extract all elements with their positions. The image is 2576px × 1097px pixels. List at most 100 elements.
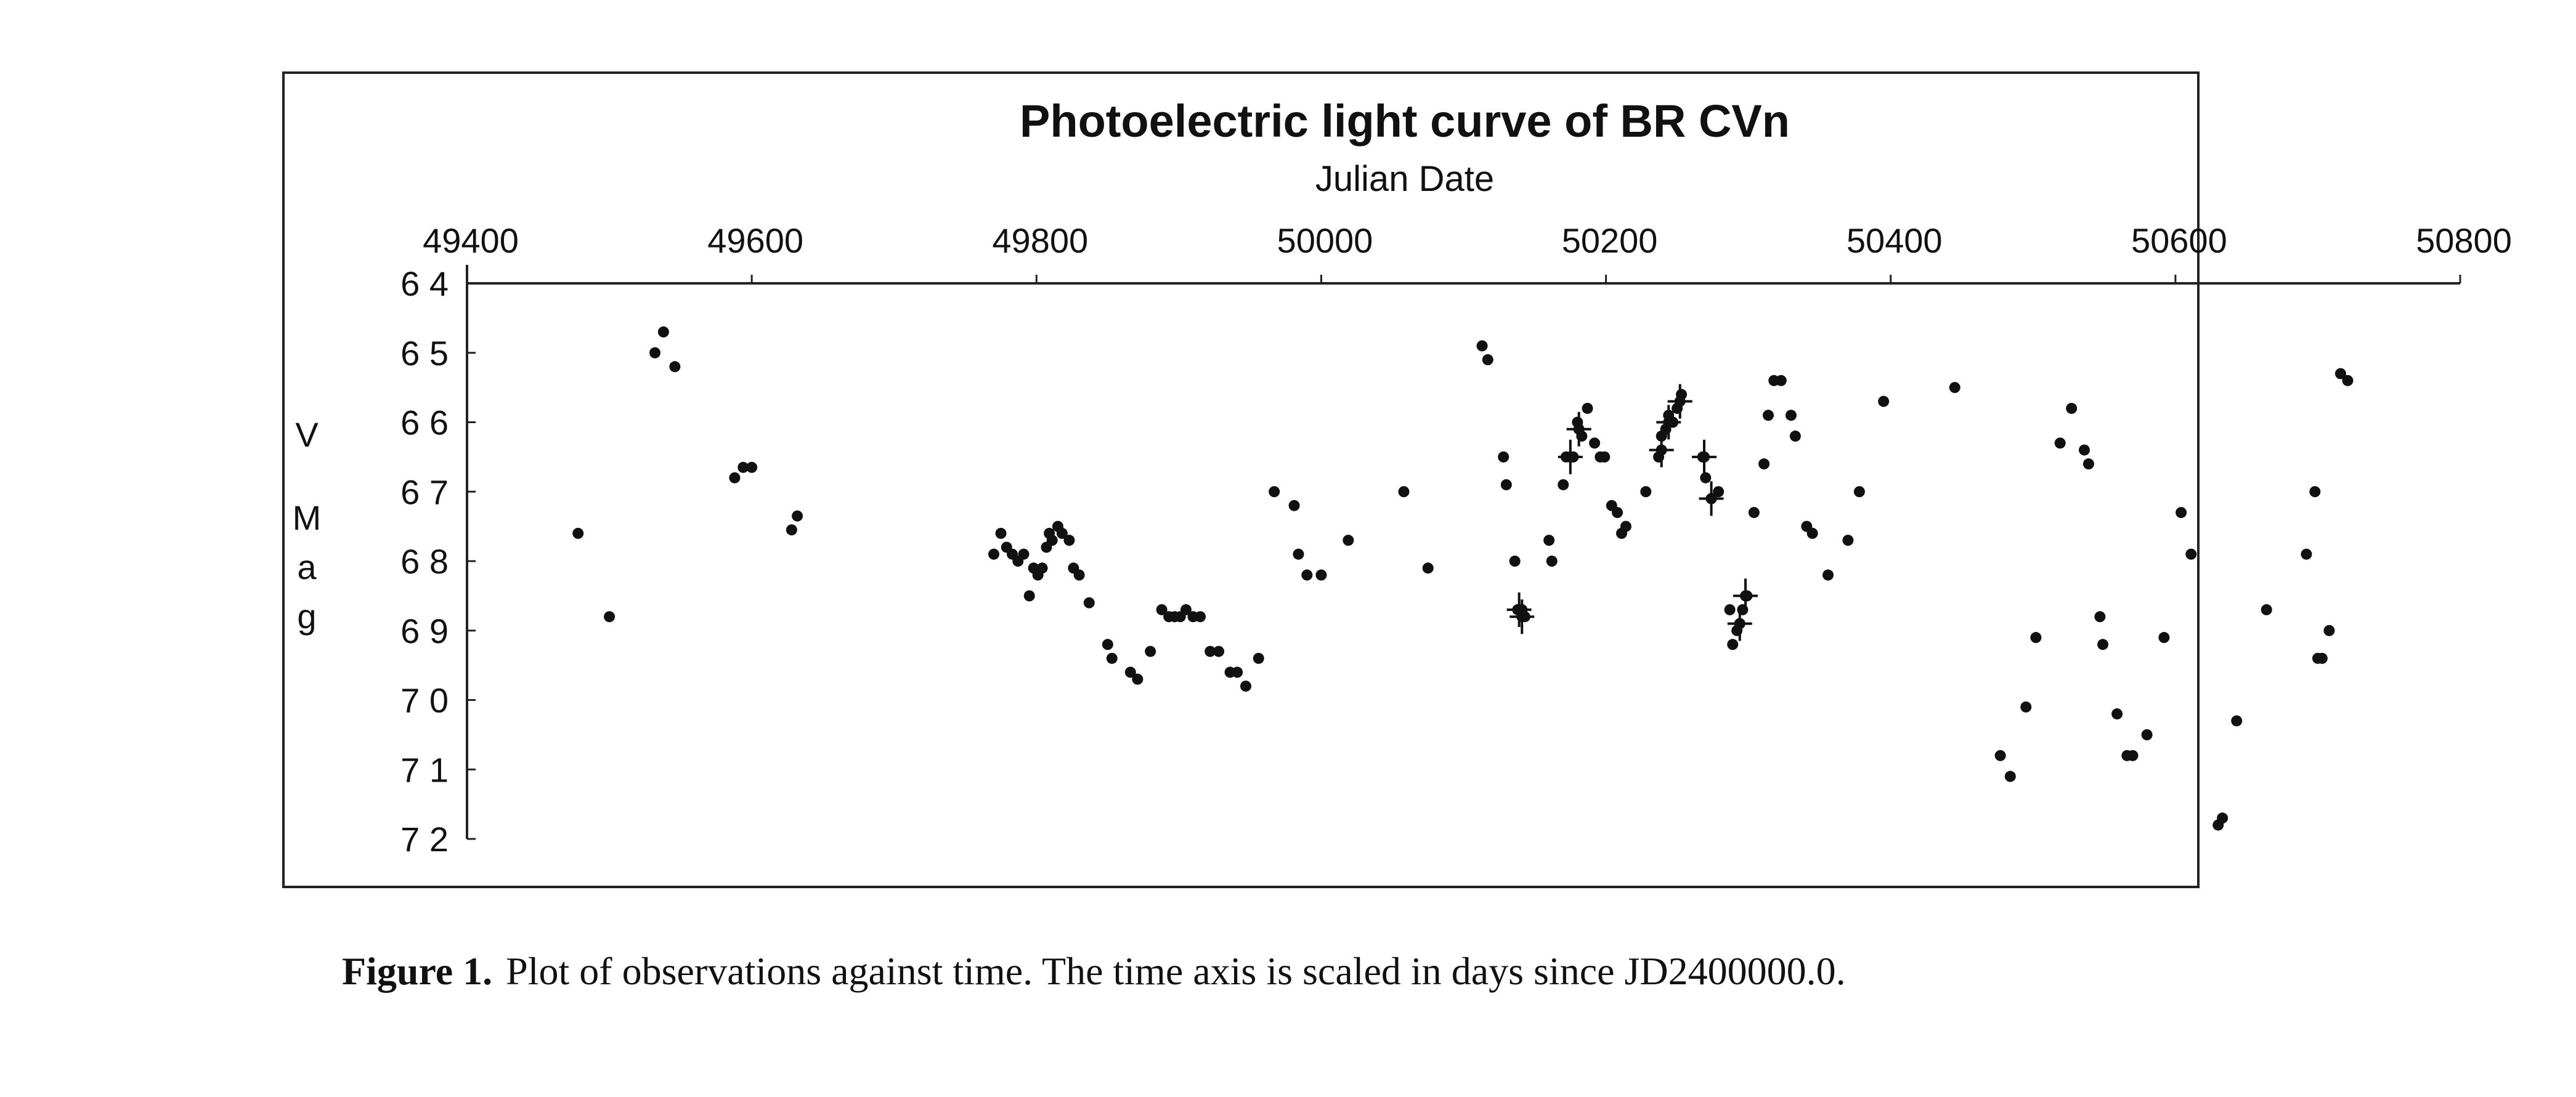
caption-text: Plot of observations against time. The t…: [506, 949, 1846, 993]
data-point: [1713, 486, 1725, 498]
data-point: [746, 461, 758, 473]
data-point: [1640, 486, 1652, 498]
y-axis-label-letter: a: [297, 548, 317, 586]
y-axis-label-letter: V: [295, 415, 319, 454]
x-axis-ticks: 49400 49600 49800 50000 50200 50400 50600 50800: [423, 221, 2512, 283]
error-bar-dot: [1663, 416, 1675, 428]
data-point: [1240, 680, 1251, 692]
x-tick-label: 49400: [423, 221, 519, 260]
y-tick-label: 7 2: [400, 820, 449, 859]
x-tick-label: 50400: [1847, 221, 1943, 260]
data-point: [1500, 479, 1512, 490]
error-bar-dot: [1705, 493, 1717, 504]
error-bar-dot: [1699, 451, 1710, 463]
error-bar-point: [1692, 439, 1717, 474]
figure-caption: Figure 1. Plot of observations against ti…: [342, 949, 1846, 994]
data-point: [988, 548, 999, 560]
data-point: [1145, 646, 1156, 657]
data-point: [2185, 548, 2197, 560]
data-point: [572, 527, 584, 539]
data-point: [1822, 569, 1834, 581]
data-point: [2111, 708, 2123, 720]
data-point: [1232, 666, 1243, 678]
x-tick-label: 49800: [992, 221, 1088, 260]
data-point: [729, 472, 741, 484]
y-tick-label: 6 8: [400, 542, 449, 581]
data-point: [2066, 402, 2078, 414]
data-point: [1748, 507, 1760, 519]
error-bar-point: [1727, 606, 1752, 641]
data-point: [1785, 410, 1797, 421]
data-point: [1018, 548, 1030, 560]
data-point: [2020, 701, 2032, 713]
data-point: [1063, 535, 1075, 546]
chart-frame: [282, 71, 2200, 888]
x-tick-label: 50600: [2131, 221, 2227, 260]
data-point: [1949, 382, 1960, 394]
data-point: [1205, 646, 1216, 657]
data-point: [1269, 486, 1280, 498]
data-point: [1806, 527, 1818, 539]
data-point: [2231, 715, 2243, 727]
data-point: [2097, 639, 2109, 650]
data-point: [1994, 750, 2006, 761]
data-point: [2094, 611, 2106, 623]
data-point: [792, 510, 803, 522]
error-bar-dot: [1573, 423, 1585, 435]
data-point: [1422, 562, 1434, 574]
y-axis-ticks: 6 4 6 5 6 6 6 7 6 8 6 9 7 0 7 1 7 2: [400, 264, 476, 859]
y-axis-label-letter: g: [297, 597, 316, 636]
data-point: [1612, 507, 1623, 519]
error-bar-point: [1656, 405, 1681, 440]
data-point: [2158, 632, 2170, 644]
data-point: [1046, 535, 1058, 546]
data-point: [2054, 437, 2066, 449]
data-point: [1724, 604, 1736, 615]
data-point: [1599, 451, 1611, 463]
data-point: [1156, 604, 1168, 615]
y-tick-label: 6 9: [400, 612, 449, 650]
data-point: [2342, 374, 2354, 386]
data-point: [1301, 569, 1313, 581]
data-point: [786, 524, 797, 536]
error-bar-dot: [1564, 451, 1576, 463]
data-point: [1073, 569, 1085, 581]
data-point: [2334, 368, 2346, 379]
error-bar-dot: [1656, 444, 1667, 456]
error-bar-point: [1558, 439, 1583, 474]
data-point: [2301, 548, 2312, 560]
data-point: [1102, 639, 1113, 650]
error-bar-markers: [1506, 384, 1758, 641]
data-point: [737, 461, 749, 473]
error-bar-dot: [1734, 618, 1745, 629]
data-point: [1343, 535, 1354, 546]
data-point: [1476, 340, 1488, 352]
y-axis-label-letter: M: [293, 498, 322, 537]
caption-lead: Figure 1.: [342, 949, 493, 993]
y-tick-label: 6 6: [400, 403, 449, 442]
data-point: [2030, 632, 2042, 644]
data-point: [2176, 507, 2187, 519]
data-point: [1213, 646, 1225, 657]
data-point: [1056, 527, 1068, 539]
data-point: [1288, 500, 1300, 511]
data-point: [2309, 486, 2321, 498]
x-tick-label: 50000: [1277, 221, 1373, 260]
x-axis-label: Julian Date: [1315, 159, 1494, 199]
data-point: [1546, 556, 1558, 567]
y-tick-label: 6 7: [400, 472, 449, 511]
data-point: [1253, 652, 1264, 664]
data-point: [1558, 479, 1569, 490]
data-point: [657, 326, 669, 338]
x-tick-label: 50200: [1562, 221, 1658, 260]
data-point: [1727, 639, 1739, 650]
data-point: [2316, 652, 2328, 664]
data-point: [2323, 625, 2335, 636]
data-point: [2078, 444, 2090, 456]
data-point: [649, 347, 661, 358]
data-point: [2004, 771, 2016, 782]
data-point: [1482, 354, 1493, 366]
data-point: [1132, 673, 1144, 685]
data-point: [1083, 597, 1095, 609]
data-point: [1842, 535, 1854, 546]
